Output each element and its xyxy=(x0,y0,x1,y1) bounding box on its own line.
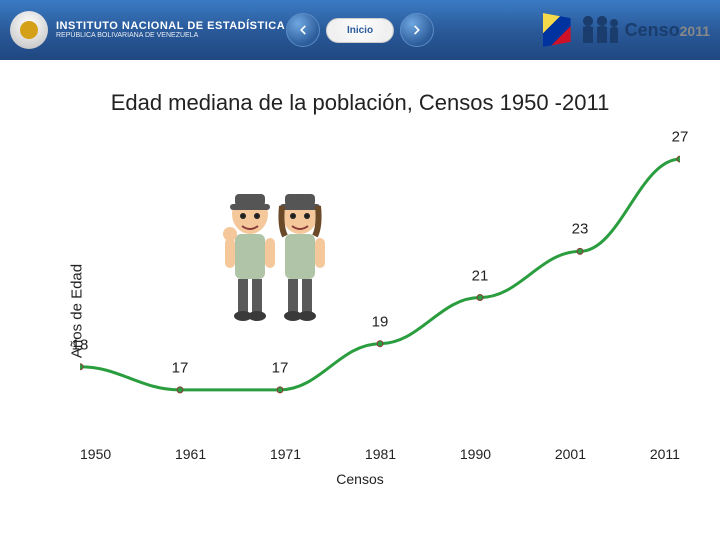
censo-logo-block: Censo2011 xyxy=(543,13,710,47)
data-label: 17 xyxy=(172,359,189,376)
data-point xyxy=(677,156,680,162)
data-label: 17 xyxy=(272,359,289,376)
arrow-left-icon xyxy=(296,23,310,37)
ine-sub: REPÚBLICA BOLIVARIANA DE VENEZUELA xyxy=(56,32,285,40)
ine-text: INSTITUTO NACIONAL DE ESTADÍSTICA REPÚBL… xyxy=(56,20,285,40)
back-button[interactable] xyxy=(286,13,320,47)
ine-name: INSTITUTO NACIONAL DE ESTADÍSTICA xyxy=(56,20,285,32)
chart-line xyxy=(80,159,680,390)
x-tick-label: 1981 xyxy=(365,446,396,462)
x-tick-label: 1971 xyxy=(270,446,301,462)
data-point xyxy=(477,295,483,301)
nav-group: Inicio xyxy=(286,13,434,47)
ine-logo-block: INSTITUTO NACIONAL DE ESTADÍSTICA REPÚBL… xyxy=(10,11,285,49)
plot: 18171719212327 xyxy=(80,136,680,436)
ine-logo-icon xyxy=(10,11,48,49)
header-bar: INSTITUTO NACIONAL DE ESTADÍSTICA REPÚBL… xyxy=(0,0,720,60)
flag-icon xyxy=(543,13,571,47)
data-point xyxy=(80,364,83,370)
x-tick-label: 1990 xyxy=(460,446,491,462)
data-label: 27 xyxy=(672,128,689,145)
chart-title: Edad mediana de la población, Censos 195… xyxy=(0,90,720,116)
data-label: 18 xyxy=(72,336,89,353)
data-point xyxy=(577,248,583,254)
x-tick-label: 1950 xyxy=(80,446,111,462)
people-icon xyxy=(577,13,619,47)
home-button[interactable]: Inicio xyxy=(326,18,394,43)
data-point xyxy=(177,387,183,393)
data-label: 19 xyxy=(372,313,389,330)
chart-area: Años de Edad 1817171921232 xyxy=(20,126,700,496)
censo-label: Censo xyxy=(625,20,680,40)
x-tick-label: 2001 xyxy=(555,446,586,462)
x-axis-labels: 1950 1961 1971 1981 1990 2001 2011 xyxy=(80,446,680,462)
line-chart-svg xyxy=(80,136,680,436)
censo-year: 2011 xyxy=(680,23,710,39)
data-point xyxy=(277,387,283,393)
arrow-right-icon xyxy=(410,23,424,37)
x-tick-label: 2011 xyxy=(650,446,680,462)
data-label: 23 xyxy=(572,221,589,238)
forward-button[interactable] xyxy=(400,13,434,47)
censo-text-block: Censo2011 xyxy=(625,20,710,41)
x-axis-title: Censos xyxy=(20,471,700,487)
data-label: 21 xyxy=(472,267,489,284)
cartoon-people-icon xyxy=(210,176,340,326)
x-tick-label: 1961 xyxy=(175,446,206,462)
data-point xyxy=(377,341,383,347)
